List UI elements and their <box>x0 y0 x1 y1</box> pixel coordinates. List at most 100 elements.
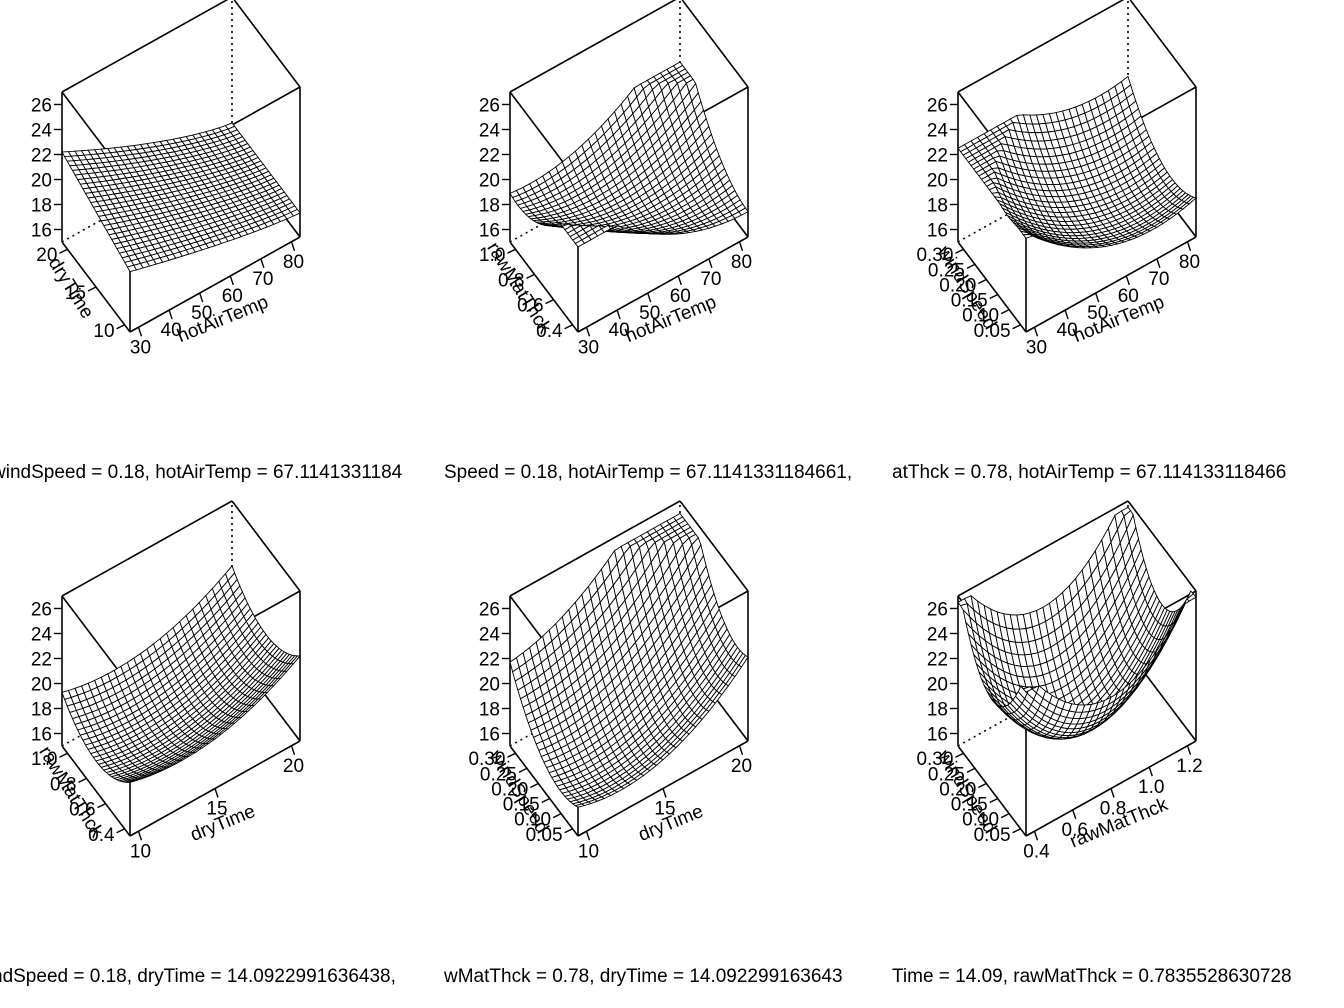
x-tick <box>1186 241 1192 251</box>
x-tick-label: 1.2 <box>1176 756 1202 777</box>
x-tick <box>229 275 234 286</box>
surface-mesh <box>509 512 749 808</box>
x-tick <box>1148 766 1153 777</box>
box-edge <box>1025 236 1197 333</box>
panel-caption: atThck = 0.78, hotAirTemp = 67.114133118… <box>892 462 1287 484</box>
x-tick <box>738 241 744 251</box>
box-edge <box>509 241 579 333</box>
x-tick <box>1072 809 1077 820</box>
x-tick <box>616 309 621 320</box>
y-tick <box>529 782 539 789</box>
z-tick-label: 18 <box>31 700 52 721</box>
y-tick <box>966 263 976 269</box>
z-tick-label: 26 <box>479 600 500 621</box>
x-tick <box>1110 788 1115 798</box>
x-tick <box>585 831 591 841</box>
x-tick <box>1064 309 1069 320</box>
z-tick-label: 24 <box>927 121 949 142</box>
y-tick <box>545 298 554 305</box>
z-tick-label: 26 <box>31 96 52 117</box>
x-tick-label: 10 <box>578 841 599 862</box>
z-tick-label: 20 <box>31 171 52 192</box>
z-tick-label: 22 <box>927 650 948 671</box>
z-tick-label: 18 <box>927 700 948 721</box>
x-tick <box>1033 327 1039 337</box>
panel-caption: Speed = 0.18, hotAirTemp = 67.1141331184… <box>444 462 853 484</box>
y-tick-label: 0.6 <box>517 296 543 317</box>
z-tick-label: 16 <box>479 725 500 746</box>
y-tick <box>97 802 106 809</box>
z-tick-label: 20 <box>479 675 500 696</box>
box-edge <box>233 0 301 88</box>
y-tick <box>989 293 999 300</box>
x-tick <box>738 745 744 755</box>
panel-caption: ndSpeed = 0.18, dryTime = 14.09229916364… <box>0 966 396 988</box>
x-tick <box>1095 292 1100 303</box>
x-tick-label: 80 <box>283 252 304 273</box>
x-tick <box>260 258 265 269</box>
z-tick-label: 18 <box>927 196 948 217</box>
panel-caption: Time = 14.09, rawMatThck = 0.78355286307… <box>892 966 1292 988</box>
x-tick <box>647 292 652 303</box>
x-tick-label: 20 <box>731 756 752 777</box>
z-tick-label: 18 <box>31 196 52 217</box>
y-tick <box>59 248 68 254</box>
z-tick-label: 16 <box>927 725 948 746</box>
z-tick-label: 16 <box>31 221 52 242</box>
y-tick-label: 10 <box>93 321 114 342</box>
z-tick-label: 24 <box>479 121 501 142</box>
surface-mesh <box>957 506 1197 740</box>
x-tick-label: 60 <box>222 286 243 307</box>
x-tick-label: 30 <box>130 337 151 358</box>
y-tick-label: 1.0 <box>479 245 505 266</box>
y-axis-label: dryTime <box>44 254 98 323</box>
x-tick <box>137 831 143 841</box>
x-tick-label: 70 <box>700 269 721 290</box>
surface-panel-3: 161820222426304050607080hotAirTemp0.050.… <box>916 0 1200 358</box>
surface-mesh <box>509 61 749 248</box>
y-tick <box>518 767 528 773</box>
z-tick-label: 22 <box>31 146 52 167</box>
z-tick-label: 24 <box>479 625 501 646</box>
surface-panel-6: 1618202224260.40.60.81.01.2rawMatThck0.0… <box>916 500 1203 862</box>
x-tick <box>1033 831 1039 841</box>
surface-panel-2: 161820222426304050607080hotAirTemp0.40.6… <box>479 0 752 358</box>
x-tick <box>214 788 219 798</box>
x-tick-label: 0.4 <box>1023 841 1050 862</box>
z-tick-label: 16 <box>31 725 52 746</box>
x-tick-label: 40 <box>609 320 630 341</box>
y-tick <box>977 278 987 285</box>
box-edge <box>61 500 233 597</box>
z-tick-label: 24 <box>31 625 53 646</box>
box-edge <box>129 236 301 333</box>
x-tick <box>585 327 591 337</box>
y-tick-label: 15 <box>65 283 86 304</box>
z-tick-label: 22 <box>927 146 948 167</box>
box-edge <box>509 0 677 93</box>
box-edge <box>231 500 301 592</box>
surface-mesh <box>61 122 301 273</box>
y-tick <box>116 828 125 834</box>
z-tick-label: 20 <box>479 171 500 192</box>
x-tick-label: 50 <box>639 303 660 324</box>
panel-caption: wMatThck = 0.78, dryTime = 14.0922991636… <box>444 966 843 988</box>
box-edge <box>1129 0 1197 88</box>
x-tick-label: 70 <box>1148 269 1169 290</box>
x-tick-label: 80 <box>1179 252 1200 273</box>
y-tick <box>526 273 535 280</box>
z-tick-label: 26 <box>927 600 948 621</box>
x-tick-label: 30 <box>578 337 599 358</box>
x-tick <box>677 275 682 286</box>
z-tick-label: 26 <box>479 96 500 117</box>
z-tick-label: 20 <box>927 171 948 192</box>
z-tick-label: 22 <box>31 650 52 671</box>
box-edge <box>61 0 229 93</box>
y-tick <box>1012 828 1021 834</box>
y-tick <box>1000 813 1010 819</box>
surface-panel-4: 161820222426101520dryTime0.40.60.81.0raw… <box>31 500 304 862</box>
surface-panel-5: 161820222426101520dryTime0.050.100.150.2… <box>468 500 752 862</box>
x-tick <box>290 241 296 251</box>
x-tick <box>662 788 667 798</box>
x-tick-label: 70 <box>252 269 273 290</box>
